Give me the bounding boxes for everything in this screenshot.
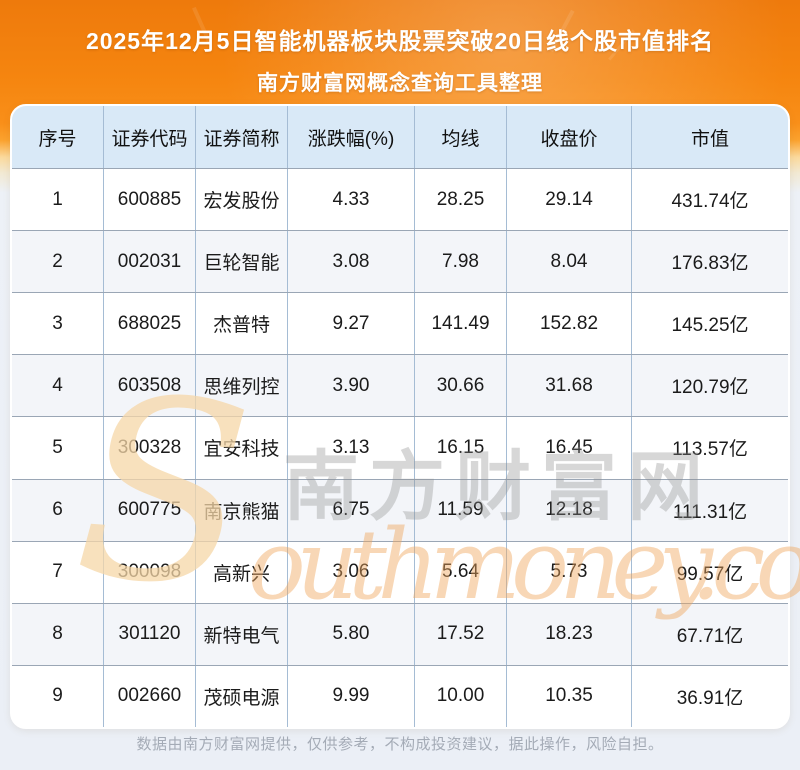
table-row: 8 301120 新特电气 5.80 17.52 18.23 67.71亿 (12, 602, 788, 665)
cell-market-cap: 67.71亿 (676, 625, 744, 647)
cell-change-pct: 3.06 (288, 541, 415, 603)
table-row: 6 600775 南京熊猫 6.75 11.59 12.18 111.31亿 (12, 478, 788, 541)
cell-ma: 30.66 (415, 355, 507, 417)
header-banner: 2025年12月5日智能机器板块股票突破20日线个股市值排名 南方财富网概念查询… (0, 0, 800, 97)
cell-market-cap: 36.91亿 (676, 687, 744, 709)
cell-close: 152.82 (507, 293, 632, 355)
cell-rank: 7 (12, 541, 104, 603)
cell-rank: 3 (12, 293, 104, 355)
header-cell-code: 证券代码 (104, 106, 196, 168)
cell-change-pct: 5.80 (288, 603, 415, 665)
cell-rank: 5 (12, 417, 104, 479)
cell-rank: 8 (12, 603, 104, 665)
cell-code: 600885 (104, 169, 196, 231)
cell-code: 300328 (104, 417, 196, 479)
cell-ma: 11.59 (415, 479, 507, 541)
cell-name: 新特电气 (196, 603, 288, 665)
cell-code: 002031 (104, 231, 196, 293)
table-row: 1 600885 宏发股份 4.33 28.25 29.14 431.74亿 (12, 168, 788, 231)
cell-ma: 5.64 (415, 541, 507, 603)
cell-name: 高新兴 (196, 541, 288, 603)
cell-rank: 4 (12, 355, 104, 417)
cell-rank: 1 (12, 169, 104, 231)
cell-code: 002660 (104, 665, 196, 727)
cell-rank: 2 (12, 231, 104, 293)
table-header-row: 序号 证券代码 证券简称 涨跌幅(%) 均线 收盘价 市值 (12, 106, 788, 168)
cell-change-pct: 3.90 (288, 355, 415, 417)
cell-rank: 9 (12, 665, 104, 727)
cell-change-pct: 6.75 (288, 479, 415, 541)
cell-ma: 10.00 (415, 665, 507, 727)
cell-name: 杰普特 (196, 293, 288, 355)
cell-name: 南京熊猫 (196, 479, 288, 541)
cell-code: 301120 (104, 603, 196, 665)
header-cell-ma: 均线 (415, 106, 507, 168)
cell-change-pct: 4.33 (288, 169, 415, 231)
table-row: 5 300328 宜安科技 3.13 16.15 16.45 113.57亿 (12, 416, 788, 479)
cell-close: 10.35 (507, 665, 632, 727)
cell-market-cap: 111.31亿 (672, 501, 748, 523)
cell-ma: 141.49 (415, 293, 507, 355)
header-cell-name: 证券简称 (196, 106, 288, 168)
cell-close: 8.04 (507, 231, 632, 293)
cell-ma: 16.15 (415, 417, 507, 479)
table-row: 9 002660 茂硕电源 9.99 10.00 10.35 36.91亿 (12, 664, 788, 727)
table-row: 2 002031 巨轮智能 3.08 7.98 8.04 176.83亿 (12, 230, 788, 293)
cell-name: 思维列控 (196, 355, 288, 417)
cell-ma: 28.25 (415, 169, 507, 231)
table-row: 3 688025 杰普特 9.27 141.49 152.82 145.25亿 (12, 292, 788, 355)
page-title: 2025年12月5日智能机器板块股票突破20日线个股市值排名 (85, 28, 715, 54)
header-cell-change-pct: 涨跌幅(%) (288, 106, 415, 168)
cell-market-cap: 120.79亿 (671, 377, 749, 399)
header-cell-market-cap: 市值 (690, 128, 729, 150)
disclaimer-text: 数据由南方财富网提供，仅供参考，不构成投资建议，据此操作，风险自担。 (136, 736, 664, 753)
cell-name: 茂硕电源 (196, 665, 288, 727)
cell-market-cap: 431.74亿 (671, 191, 749, 213)
cell-change-pct: 9.99 (288, 665, 415, 727)
cell-change-pct: 9.27 (288, 293, 415, 355)
stock-ranking-table: 序号 证券代码 证券简称 涨跌幅(%) 均线 收盘价 市值 1 600885 宏… (10, 104, 790, 729)
cell-name: 宜安科技 (196, 417, 288, 479)
cell-code: 688025 (104, 293, 196, 355)
cell-change-pct: 3.13 (288, 417, 415, 479)
cell-name: 宏发股份 (196, 169, 288, 231)
cell-close: 12.18 (507, 479, 632, 541)
header-cell-close: 收盘价 (507, 106, 632, 168)
cell-code: 603508 (104, 355, 196, 417)
header-cell-rank: 序号 (12, 106, 104, 168)
table-row: 4 603508 思维列控 3.90 30.66 31.68 120.79亿 (12, 354, 788, 417)
cell-close: 31.68 (507, 355, 632, 417)
table-row: 7 300098 高新兴 3.06 5.64 5.73 99.57亿 (12, 540, 788, 603)
cell-code: 300098 (104, 541, 196, 603)
cell-ma: 7.98 (415, 231, 507, 293)
cell-close: 18.23 (507, 603, 632, 665)
cell-market-cap: 113.57亿 (672, 439, 748, 461)
cell-ma: 17.52 (415, 603, 507, 665)
cell-name: 巨轮智能 (196, 231, 288, 293)
cell-close: 16.45 (507, 417, 632, 479)
cell-code: 600775 (104, 479, 196, 541)
page-subtitle: 南方财富网概念查询工具整理 (257, 72, 543, 95)
cell-close: 29.14 (507, 169, 632, 231)
cell-market-cap: 176.83亿 (671, 253, 749, 275)
cell-market-cap: 145.25亿 (671, 315, 749, 337)
cell-change-pct: 3.08 (288, 231, 415, 293)
cell-rank: 6 (12, 479, 104, 541)
cell-market-cap: 99.57亿 (676, 563, 744, 585)
cell-close: 5.73 (507, 541, 632, 603)
